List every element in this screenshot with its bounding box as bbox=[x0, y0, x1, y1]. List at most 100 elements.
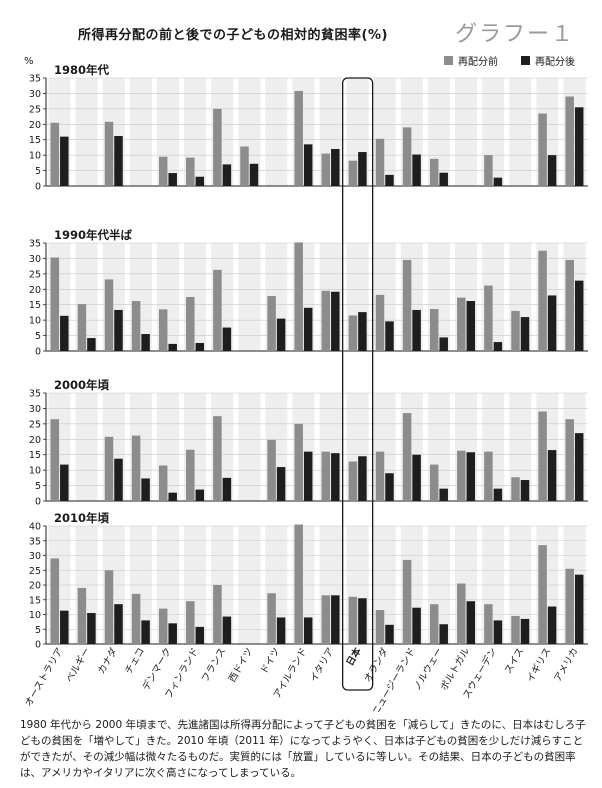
legend-label-after: 再配分後 bbox=[535, 55, 575, 68]
bar-before bbox=[294, 242, 303, 351]
y-tick-label: 10 bbox=[29, 466, 41, 477]
bar-before bbox=[321, 153, 331, 186]
bar-after bbox=[222, 327, 232, 351]
bar-after bbox=[276, 318, 286, 351]
bar-after bbox=[358, 598, 367, 644]
bar-before bbox=[375, 138, 385, 186]
bar-before bbox=[50, 558, 60, 644]
bar-after bbox=[547, 606, 557, 644]
bar-after bbox=[331, 595, 340, 644]
y-tick-label: 25 bbox=[29, 566, 41, 577]
panel-label: 2000年頃 bbox=[54, 378, 110, 392]
bar-after bbox=[574, 574, 584, 644]
bar-before bbox=[294, 524, 303, 644]
bar-before bbox=[375, 294, 385, 351]
bar-after bbox=[493, 177, 503, 186]
bar-before bbox=[104, 436, 114, 501]
caption: 1980 年代から 2000 年頃まで、先進諸国は所得再分配によって子どもの貧困… bbox=[20, 719, 586, 779]
chart: % 再配分前 再配分後 0 5 10 15 20 25 30 35 1980年代 0 5 10 15 20… bbox=[23, 55, 588, 712]
bar-before bbox=[457, 297, 466, 351]
bar-after bbox=[466, 601, 476, 644]
bar-after bbox=[439, 624, 448, 644]
bar-after bbox=[412, 454, 421, 501]
bar-after bbox=[439, 337, 448, 351]
bar-after bbox=[141, 334, 150, 351]
bar-before bbox=[158, 608, 168, 644]
y-tick-label: 15 bbox=[29, 450, 41, 461]
bar-after bbox=[87, 613, 96, 644]
panel-2: 0 5 10 15 20 25 30 35 2000年頃 bbox=[29, 378, 588, 508]
bar-after bbox=[385, 321, 394, 351]
bar-before bbox=[131, 301, 141, 351]
y-tick-label: 30 bbox=[29, 89, 41, 100]
bar-after bbox=[60, 136, 69, 186]
bar-before bbox=[267, 593, 276, 644]
bar-after bbox=[412, 309, 421, 351]
bar-before bbox=[511, 615, 520, 644]
bar-before bbox=[565, 419, 574, 501]
bar-after bbox=[168, 492, 177, 501]
bar-before bbox=[104, 121, 114, 186]
y-tick-label: 20 bbox=[29, 435, 41, 446]
bar-before bbox=[538, 411, 547, 501]
bar-before bbox=[240, 146, 249, 186]
bar-after bbox=[60, 610, 69, 644]
legend-swatch-after bbox=[521, 56, 530, 65]
group-band bbox=[75, 78, 98, 186]
bar-after bbox=[141, 478, 150, 501]
y-tick-label: 30 bbox=[29, 404, 41, 415]
bar-before bbox=[158, 156, 168, 186]
bar-before bbox=[50, 419, 60, 501]
bar-after bbox=[195, 176, 205, 186]
bar-before bbox=[402, 259, 412, 351]
bar-before bbox=[267, 439, 276, 501]
bar-after bbox=[222, 477, 232, 501]
bar-after bbox=[385, 473, 394, 501]
bar-before bbox=[294, 423, 303, 501]
bar-before bbox=[402, 127, 412, 186]
bar-after bbox=[358, 312, 367, 351]
graph-number: グラフー１ bbox=[455, 22, 576, 47]
y-tick-label: 0 bbox=[35, 182, 41, 193]
panel-label: 2010年頃 bbox=[54, 511, 110, 525]
bar-before bbox=[402, 413, 412, 501]
bar-before bbox=[511, 310, 520, 351]
bar-after bbox=[222, 616, 232, 644]
bar-after bbox=[574, 280, 584, 351]
group-band bbox=[455, 78, 478, 186]
y-tick-label: 35 bbox=[29, 74, 41, 85]
bar-before bbox=[50, 257, 60, 351]
bar-before bbox=[484, 285, 493, 351]
bar-before bbox=[213, 269, 222, 351]
panel-3: 0 5 10 15 20 25 30 35 40 2010年頃 bbox=[29, 511, 588, 651]
legend-swatch-before bbox=[444, 56, 453, 65]
bar-after bbox=[249, 163, 259, 186]
bar-after bbox=[574, 107, 584, 186]
group-band bbox=[129, 78, 152, 186]
bar-after bbox=[547, 295, 557, 351]
x-tick-label: スイス bbox=[503, 646, 527, 676]
bar-after bbox=[520, 317, 530, 351]
y-tick-label: 10 bbox=[29, 151, 41, 162]
bar-before bbox=[457, 583, 466, 644]
bar-before bbox=[158, 465, 168, 501]
y-tick-label: 5 bbox=[35, 625, 41, 636]
bar-before bbox=[484, 155, 493, 186]
bar-after bbox=[195, 626, 205, 644]
bar-before bbox=[186, 449, 195, 501]
chart-title: 所得再分配の前と後での子どもの相対的貧困率(%) bbox=[78, 28, 388, 43]
chart-panels: 0 5 10 15 20 25 30 35 1980年代 0 5 10 15 20 25 30 35 1990年代… bbox=[29, 63, 588, 691]
x-tick-label: アメリカ bbox=[552, 646, 580, 684]
x-tick-label: イギリス bbox=[525, 646, 554, 684]
bar-before bbox=[131, 435, 141, 501]
bar-before bbox=[348, 596, 358, 644]
bar-before bbox=[77, 587, 87, 644]
bar-after bbox=[439, 172, 448, 186]
bar-after bbox=[87, 338, 96, 351]
bar-after bbox=[168, 173, 177, 186]
bar-after bbox=[303, 451, 313, 501]
bar-before bbox=[538, 250, 547, 351]
bar-before bbox=[50, 122, 60, 186]
y-tick-label: 35 bbox=[29, 239, 41, 250]
